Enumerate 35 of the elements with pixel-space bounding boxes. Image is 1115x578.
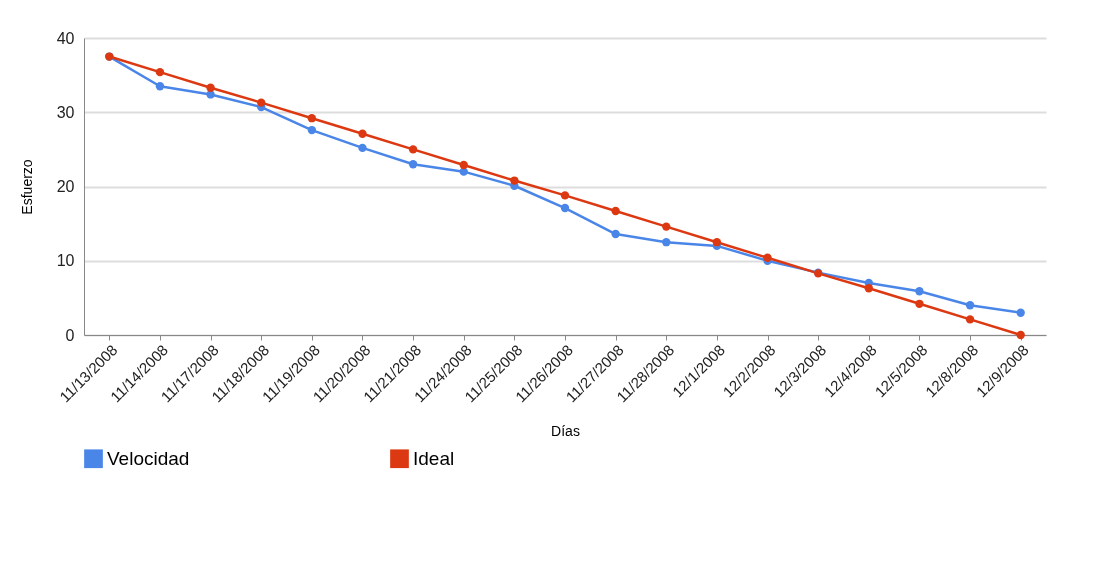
point [965,315,975,324]
x-axis-title: Días [551,423,580,440]
y-tick-label: 10 [56,252,75,270]
y-axis-title: Esfuerzo [18,159,35,215]
point [510,176,519,185]
point [611,206,620,216]
point [155,82,165,91]
point [662,222,671,231]
y-tick-label: 20 [56,178,75,195]
y-tick-label: 30 [56,103,75,121]
point [307,114,317,123]
point [560,191,570,200]
point [611,229,620,239]
point [915,299,924,308]
y-tick-label: 40 [56,29,75,47]
point [560,203,570,213]
point [1016,330,1025,340]
point [206,83,215,92]
point [358,143,367,153]
point [915,287,924,296]
point [965,301,975,310]
point [864,284,873,293]
point [459,160,468,170]
point [662,238,671,247]
legend-label: Velocidad [107,447,190,469]
point [358,129,367,138]
point [408,160,418,169]
point [155,67,165,77]
point [1016,308,1025,317]
point [408,145,418,154]
point [307,125,317,135]
y-tick-label: 0 [65,326,75,344]
legend-label: Ideal [413,447,455,469]
point [257,98,266,107]
point [712,238,722,247]
